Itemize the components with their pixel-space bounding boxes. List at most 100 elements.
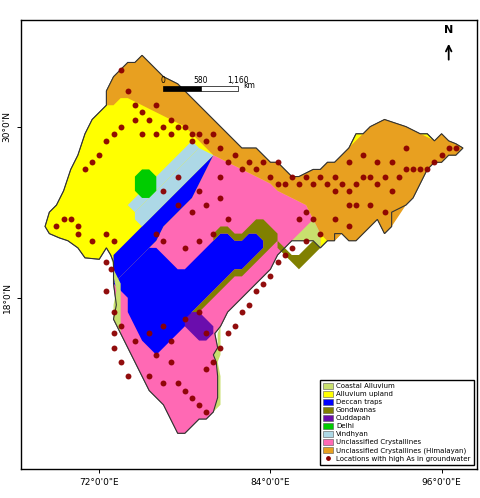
Point (174, 201, 181, 209)
Point (109, 237, 117, 245)
Point (188, 137, 196, 145)
Point (145, 372, 153, 380)
Point (88, 237, 96, 245)
Point (53, 223, 60, 231)
Point (103, 287, 110, 295)
Point (167, 130, 174, 138)
Point (174, 173, 181, 181)
Bar (201, 86, 238, 91)
Point (117, 66, 124, 74)
Point (131, 101, 139, 109)
Point (181, 386, 189, 394)
Point (67, 215, 74, 223)
PathPatch shape (128, 141, 199, 212)
Legend: Coastal Alluvium, Alluvium upland, Deccan traps, Gondwanas, Cuddapah, Delhi, Vin: Coastal Alluvium, Alluvium upland, Decca… (320, 379, 474, 466)
Point (138, 109, 146, 117)
Point (195, 401, 203, 409)
Point (416, 165, 424, 173)
PathPatch shape (213, 362, 220, 412)
Point (188, 208, 196, 216)
Point (181, 244, 189, 252)
Point (60, 215, 67, 223)
PathPatch shape (113, 234, 263, 355)
Point (302, 173, 310, 181)
Point (238, 165, 246, 173)
Point (381, 173, 388, 181)
Point (295, 180, 303, 188)
Point (288, 244, 296, 252)
Point (224, 158, 231, 166)
Point (281, 251, 288, 259)
Point (203, 137, 210, 145)
Point (274, 180, 281, 188)
PathPatch shape (313, 120, 463, 241)
Point (366, 173, 374, 181)
Point (216, 144, 224, 152)
PathPatch shape (113, 155, 213, 283)
PathPatch shape (45, 55, 463, 433)
Point (153, 101, 160, 109)
Point (153, 130, 160, 138)
Point (359, 173, 367, 181)
Point (231, 322, 239, 330)
Point (159, 123, 167, 130)
Point (195, 237, 203, 245)
PathPatch shape (213, 219, 320, 362)
Point (352, 201, 360, 209)
Point (231, 151, 239, 159)
Point (216, 173, 224, 181)
Point (209, 358, 217, 366)
PathPatch shape (185, 312, 213, 341)
Point (316, 173, 324, 181)
Point (452, 144, 460, 152)
Point (181, 123, 189, 130)
Point (209, 230, 217, 238)
Point (302, 237, 310, 245)
Point (373, 158, 381, 166)
Point (181, 315, 189, 323)
Point (103, 230, 110, 238)
Point (117, 123, 124, 130)
Point (124, 87, 132, 95)
Point (274, 158, 281, 166)
Point (345, 158, 353, 166)
Point (266, 173, 274, 181)
Point (124, 372, 132, 380)
Point (245, 158, 253, 166)
Point (74, 230, 82, 238)
Point (131, 116, 139, 124)
Point (195, 187, 203, 195)
Bar (163, 86, 201, 91)
Point (402, 165, 410, 173)
Point (345, 187, 353, 195)
Point (203, 330, 210, 338)
Point (195, 308, 203, 316)
Point (331, 173, 338, 181)
Point (324, 180, 331, 188)
Point (159, 187, 167, 195)
Point (167, 337, 174, 345)
PathPatch shape (185, 219, 277, 326)
PathPatch shape (135, 148, 213, 227)
Point (203, 365, 210, 373)
Point (109, 130, 117, 138)
Point (109, 344, 117, 352)
PathPatch shape (111, 255, 120, 334)
Point (224, 330, 231, 338)
Point (74, 223, 82, 231)
Point (109, 308, 117, 316)
Text: 1,160: 1,160 (227, 76, 249, 85)
Point (245, 301, 253, 309)
PathPatch shape (107, 55, 463, 241)
Point (153, 351, 160, 359)
Point (259, 279, 267, 287)
Point (167, 116, 174, 124)
Point (103, 137, 110, 145)
Point (345, 201, 353, 209)
Point (117, 322, 124, 330)
Text: 580: 580 (193, 76, 208, 85)
Text: 0: 0 (161, 76, 166, 85)
Point (81, 165, 89, 173)
Point (107, 265, 115, 273)
Point (316, 230, 324, 238)
